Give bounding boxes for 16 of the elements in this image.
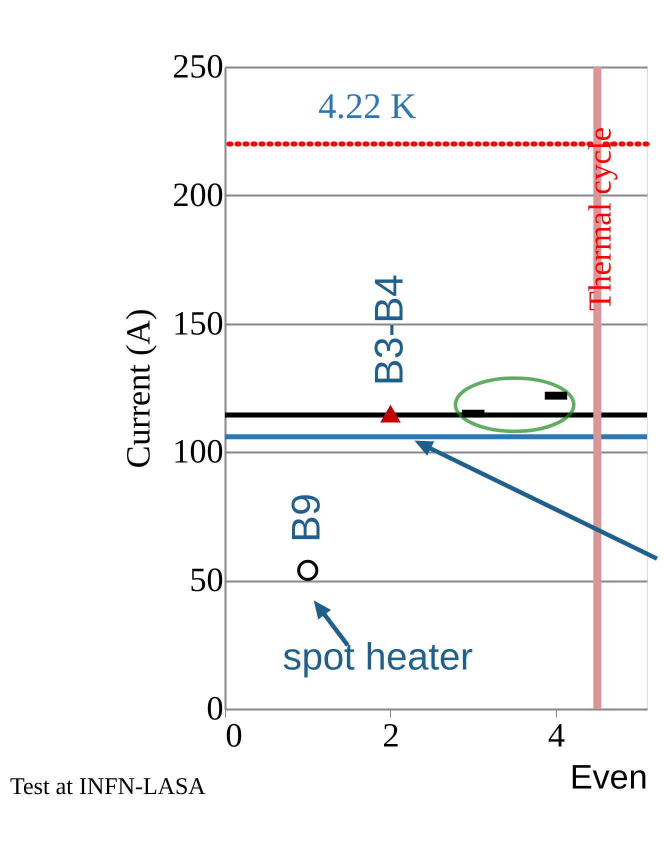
ref-line-label: Thermal cycle	[581, 127, 618, 311]
y-tick-label: 150	[172, 305, 224, 342]
x-axis-title: Even	[570, 758, 648, 796]
text: B3-B4	[367, 274, 412, 386]
y-tick-label: 100	[172, 434, 224, 471]
text: Test at INFN-LASA	[10, 774, 206, 800]
y-tick-label: 50	[190, 562, 224, 600]
annotation: spot heater	[282, 636, 474, 678]
y-axis-title: Current (A)	[120, 308, 158, 468]
y-tick-label: 250	[172, 48, 224, 86]
annotation: 4.22 K	[318, 86, 416, 126]
x-tick-label: 2	[382, 718, 400, 754]
y-tick-label: 0	[206, 690, 224, 728]
y-tick-label: 200	[172, 176, 224, 214]
text: B9	[284, 493, 329, 542]
x-tick-label: 4	[548, 718, 565, 754]
